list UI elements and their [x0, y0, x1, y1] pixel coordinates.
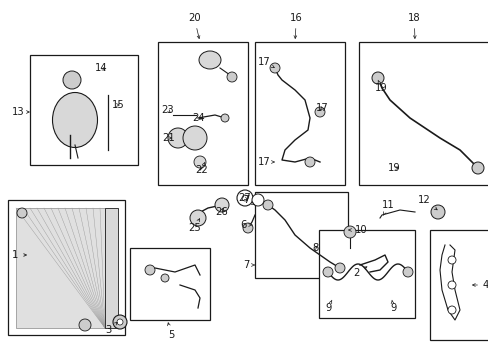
- Text: 25: 25: [187, 219, 201, 233]
- Text: 16: 16: [289, 13, 302, 39]
- Circle shape: [263, 200, 272, 210]
- Circle shape: [161, 274, 169, 282]
- Circle shape: [471, 162, 483, 174]
- Bar: [105, 208, 118, 328]
- Circle shape: [237, 190, 252, 206]
- Text: 20: 20: [187, 13, 200, 39]
- Circle shape: [323, 267, 332, 277]
- Text: 24: 24: [192, 113, 204, 123]
- Circle shape: [194, 156, 205, 168]
- Circle shape: [63, 71, 81, 89]
- Circle shape: [447, 281, 455, 289]
- Circle shape: [243, 223, 252, 233]
- Bar: [130, 248, 209, 320]
- Text: 19: 19: [374, 80, 387, 93]
- Text: 1: 1: [12, 250, 26, 260]
- Text: 27: 27: [238, 193, 250, 203]
- Circle shape: [221, 114, 228, 122]
- Bar: [158, 42, 247, 185]
- Circle shape: [190, 210, 205, 226]
- Circle shape: [314, 107, 325, 117]
- Circle shape: [168, 128, 187, 148]
- Circle shape: [183, 126, 206, 150]
- Ellipse shape: [199, 51, 221, 69]
- Bar: [16, 208, 105, 328]
- Text: 7: 7: [243, 260, 254, 270]
- Text: 8: 8: [311, 243, 318, 253]
- Text: 10: 10: [348, 225, 367, 235]
- Text: 17: 17: [258, 157, 274, 167]
- Text: 15: 15: [112, 100, 124, 110]
- Circle shape: [242, 195, 247, 201]
- Circle shape: [226, 72, 237, 82]
- Circle shape: [17, 208, 27, 218]
- Bar: [358, 42, 488, 185]
- Text: 14: 14: [95, 63, 107, 73]
- Circle shape: [334, 263, 345, 273]
- Text: 12: 12: [417, 195, 436, 210]
- Circle shape: [430, 205, 444, 219]
- Text: 3: 3: [105, 322, 117, 335]
- Circle shape: [251, 194, 264, 206]
- Circle shape: [117, 319, 123, 325]
- Circle shape: [371, 72, 383, 84]
- Circle shape: [343, 226, 355, 238]
- Text: 7: 7: [243, 195, 254, 205]
- Text: 9: 9: [389, 300, 396, 313]
- Text: 17: 17: [258, 57, 274, 68]
- Bar: [254, 192, 347, 278]
- Circle shape: [145, 265, 155, 275]
- Circle shape: [215, 198, 228, 212]
- Text: 17: 17: [315, 103, 328, 113]
- Text: 2: 2: [352, 267, 366, 278]
- Circle shape: [79, 319, 91, 331]
- Text: 6: 6: [240, 220, 251, 230]
- Text: 23: 23: [161, 105, 173, 115]
- Circle shape: [269, 63, 280, 73]
- Circle shape: [305, 157, 314, 167]
- Circle shape: [447, 256, 455, 264]
- Bar: [318, 230, 414, 318]
- Text: 19: 19: [387, 163, 400, 173]
- Text: 11: 11: [381, 200, 394, 215]
- Circle shape: [402, 267, 412, 277]
- Text: 5: 5: [167, 323, 174, 340]
- Text: 22: 22: [195, 162, 207, 175]
- Text: 21: 21: [162, 133, 174, 143]
- Ellipse shape: [52, 93, 97, 148]
- Text: 4: 4: [471, 280, 488, 290]
- Circle shape: [447, 306, 455, 314]
- Text: 18: 18: [407, 13, 420, 39]
- Bar: [8, 200, 125, 335]
- Text: 13: 13: [12, 107, 29, 117]
- Bar: [429, 230, 488, 340]
- Text: 9: 9: [325, 300, 331, 313]
- Bar: [254, 42, 345, 185]
- Circle shape: [113, 315, 127, 329]
- Bar: [30, 55, 138, 165]
- Text: 26: 26: [215, 207, 227, 217]
